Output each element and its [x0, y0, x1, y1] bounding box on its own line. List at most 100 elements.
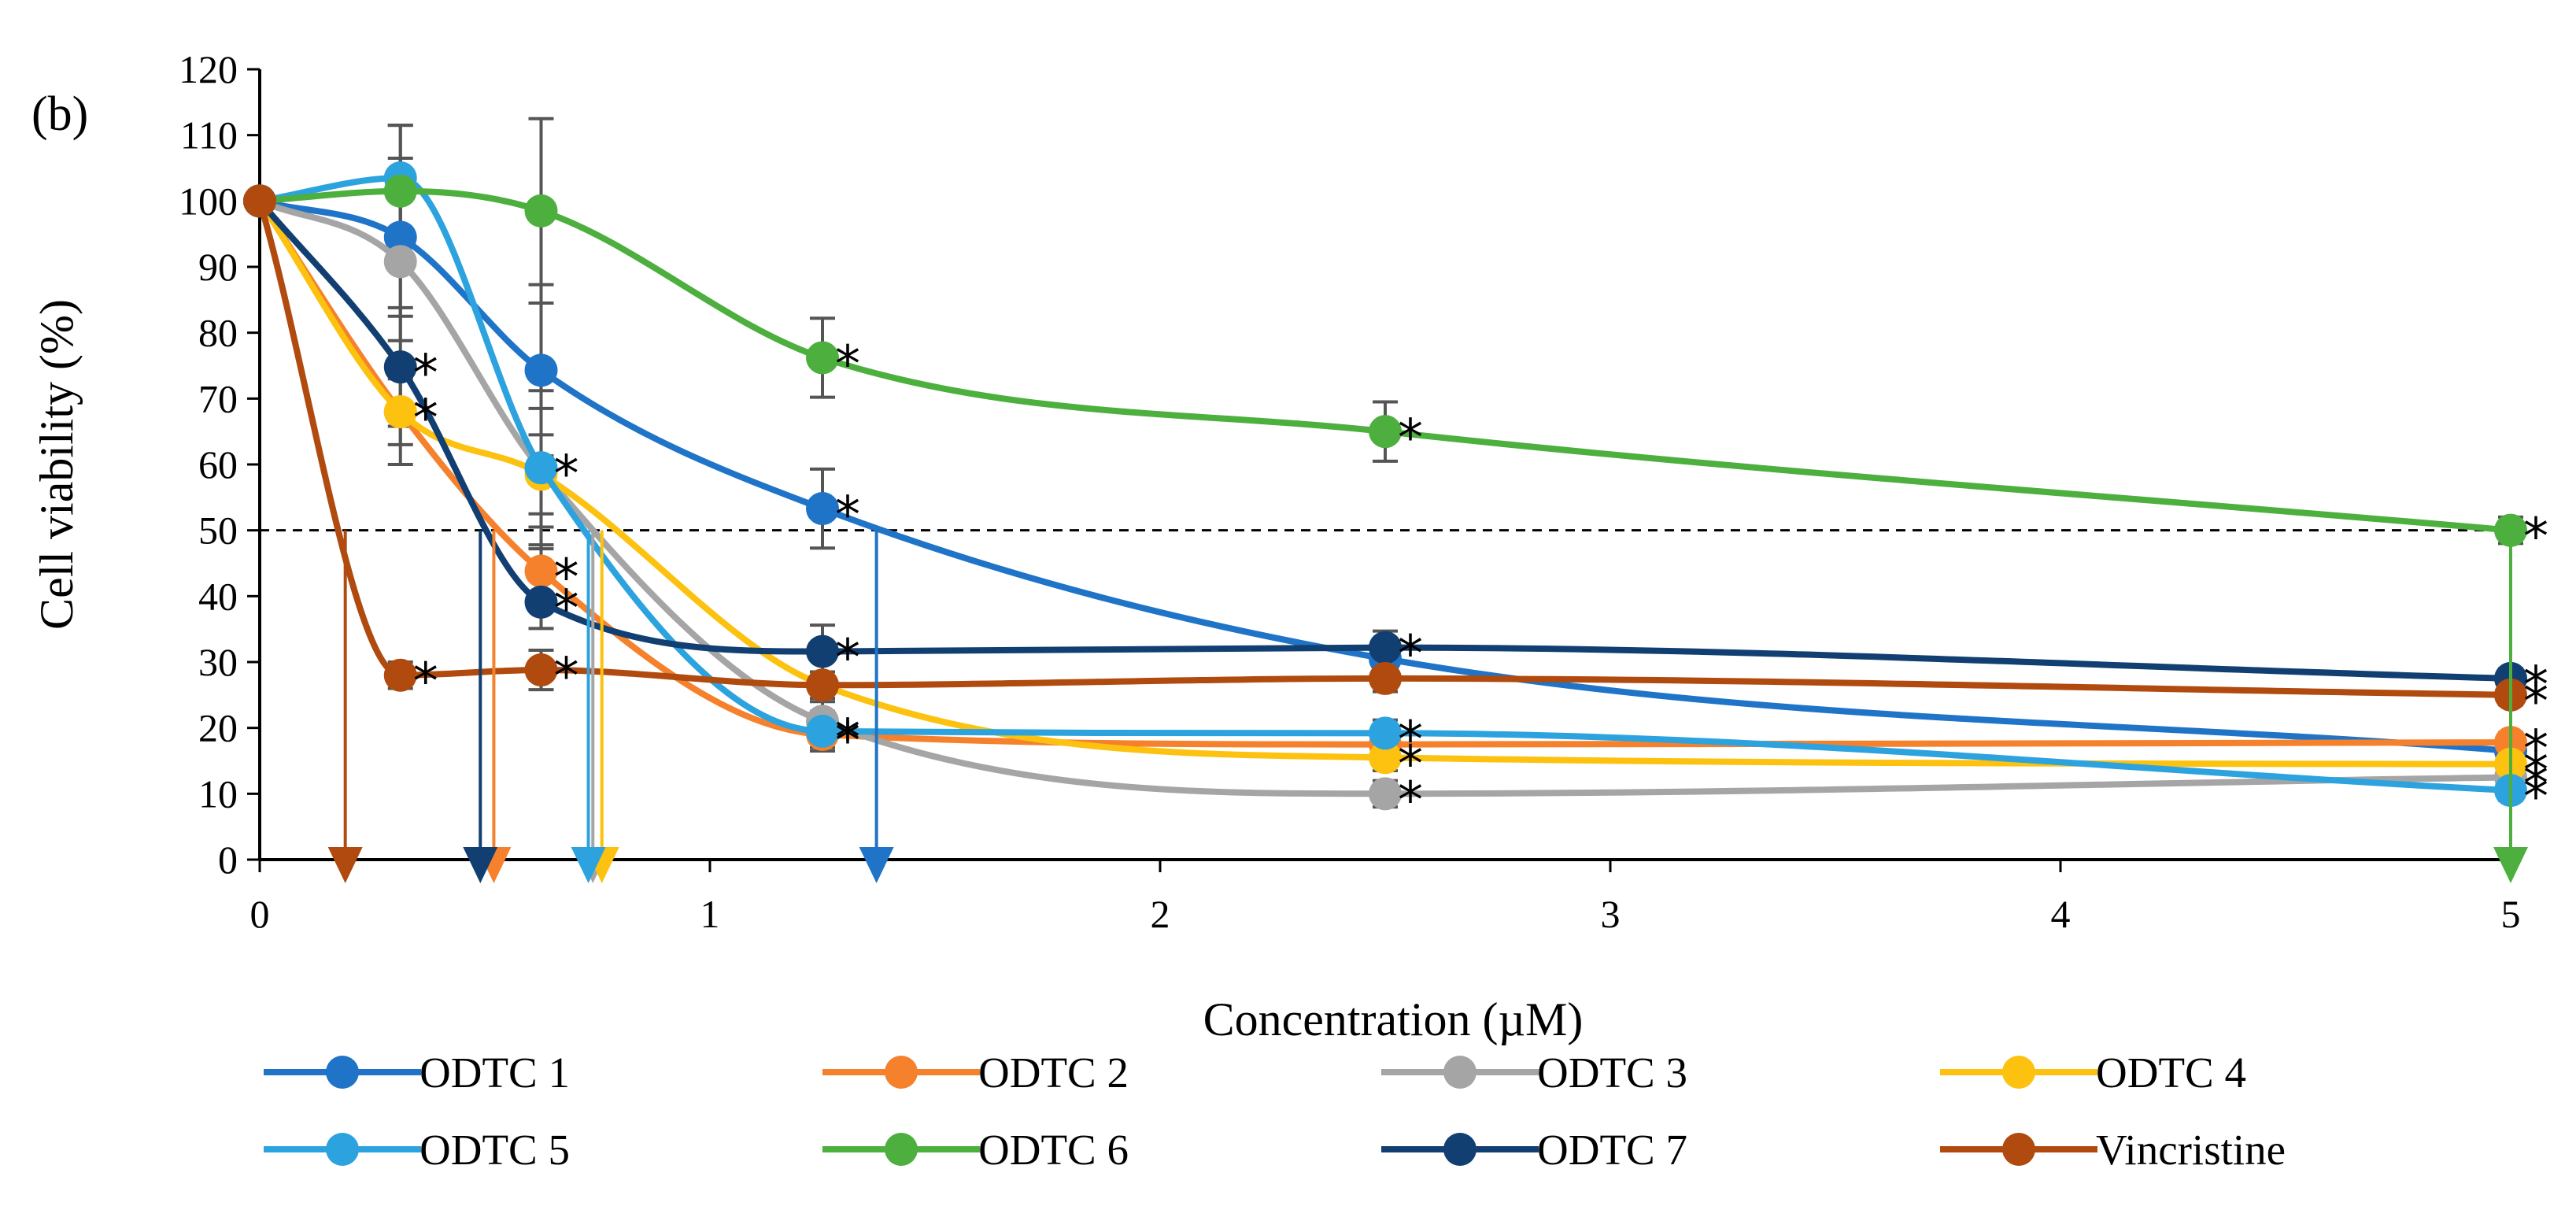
- data-point-odtc-2: [524, 554, 558, 588]
- significance-asterisk: *: [2523, 768, 2548, 827]
- legend-label: ODTC 5: [419, 1126, 570, 1174]
- y-tick-label: 60: [198, 442, 238, 486]
- data-point-odtc-7: [1369, 631, 1402, 664]
- series-line-odtc-3: [258, 198, 2511, 797]
- significance-asterisk: *: [835, 486, 860, 545]
- ic50-arrowhead-odtc-6: [2493, 847, 2528, 883]
- x-tick-label: 4: [2051, 892, 2071, 936]
- legend-item-odtc-7: ODTC 7: [1381, 1126, 1687, 1174]
- series-line-odtc-6: [259, 187, 2511, 534]
- data-point-vincristine: [243, 184, 276, 218]
- significance-asterisk: *: [835, 709, 860, 768]
- legend-item-odtc-4: ODTC 4: [1940, 1049, 2246, 1097]
- significance-asterisk: *: [2523, 720, 2548, 779]
- significance-asterisk: *: [413, 345, 438, 403]
- data-point-odtc-3: [383, 245, 417, 279]
- x-tick-label: 1: [700, 892, 720, 936]
- y-tick-label: 10: [198, 771, 238, 816]
- legend-label: ODTC 3: [1537, 1049, 1687, 1097]
- data-point-odtc-1: [806, 492, 839, 526]
- x-tick-label: 2: [1151, 892, 1170, 936]
- significance-asterisk: *: [554, 648, 579, 706]
- ic50-arrowhead-odtc-7: [463, 847, 498, 883]
- significance-asterisk: *: [2523, 673, 2548, 731]
- significance-asterisk: *: [554, 549, 579, 608]
- series-line-odtc-1: [259, 198, 2511, 754]
- ic50-arrows: [327, 530, 2528, 883]
- significance-asterisk: *: [1398, 409, 1423, 468]
- y-tick-label: 120: [179, 47, 238, 91]
- x-tick-label: 3: [1601, 892, 1621, 936]
- y-tick-label: 90: [198, 245, 238, 289]
- significance-asterisk: *: [413, 390, 438, 448]
- legend-swatch-marker: [2002, 1133, 2035, 1166]
- legend-label: Vincristine: [2096, 1126, 2286, 1174]
- legend-label: ODTC 1: [419, 1049, 570, 1097]
- data-point-odtc-6: [806, 341, 839, 375]
- legend-swatch-marker: [885, 1133, 918, 1166]
- legend-swatch-marker: [326, 1133, 359, 1166]
- significance-asterisk: *: [2523, 742, 2548, 801]
- legend-label: ODTC 2: [978, 1049, 1129, 1097]
- y-tick-label: 70: [198, 376, 238, 420]
- y-tick-label: 80: [198, 311, 238, 355]
- legend-label: ODTC 4: [2096, 1049, 2246, 1097]
- legend-swatch-marker: [1443, 1056, 1476, 1089]
- ic50-arrowhead-odtc-5: [571, 847, 606, 883]
- data-point-odtc-7: [806, 634, 839, 668]
- data-point-odtc-1: [383, 220, 417, 254]
- legend-swatch-marker: [885, 1056, 918, 1089]
- significance-asterisk: *: [1398, 711, 1423, 769]
- legend: ODTC 1 ODTC 2 ODTC 3 ODTC 4 ODTC 5 ODTC 6 ODTC…: [264, 1049, 2286, 1174]
- data-point-vincristine: [806, 668, 839, 702]
- data-point-vincristine: [524, 653, 558, 687]
- legend-item-odtc-3: ODTC 3: [1381, 1049, 1687, 1097]
- y-tick-label: 50: [198, 509, 238, 553]
- data-point-odtc-6: [383, 174, 417, 208]
- data-point-odtc-5: [806, 714, 839, 748]
- data-point-odtc-6: [524, 194, 558, 228]
- data-point-odtc-7: [383, 350, 417, 384]
- series-line-odtc-7: [257, 198, 2511, 682]
- x-tick-label: 5: [2501, 892, 2521, 936]
- data-point-odtc-1: [524, 353, 558, 387]
- data-point-odtc-5: [524, 451, 558, 485]
- y-tick-label: 110: [180, 113, 238, 157]
- significance-asterisk: *: [1398, 771, 1423, 830]
- data-point-vincristine: [1369, 661, 1402, 695]
- legend-swatch-marker: [2002, 1056, 2035, 1089]
- series-layer: [243, 161, 2527, 811]
- significance-asterisk: *: [2523, 657, 2548, 715]
- legend-item-odtc-2: ODTC 2: [822, 1049, 1129, 1097]
- y-tick-label: 40: [198, 574, 238, 618]
- significance-asterisk: *: [1398, 735, 1423, 794]
- legend-swatch-marker: [1443, 1133, 1476, 1166]
- series-line-odtc-5: [259, 175, 2511, 794]
- legend-label: ODTC 7: [1537, 1126, 1687, 1174]
- significance-asterisk: *: [413, 653, 438, 712]
- legend-item-odtc-6: ODTC 6: [822, 1126, 1129, 1174]
- significance-asterisk: *: [835, 335, 860, 394]
- y-tick-label: 0: [218, 838, 238, 882]
- ic50-arrowhead-odtc-1: [859, 847, 894, 883]
- legend-item-odtc-1: ODTC 1: [264, 1049, 570, 1097]
- significance-asterisk: *: [554, 580, 579, 638]
- significance-asterisk: *: [2523, 509, 2548, 567]
- data-point-vincristine: [383, 658, 417, 692]
- significance-markers: *** ** *** *** ******** *** * *: [413, 335, 2548, 830]
- data-point-odtc-5: [1369, 716, 1402, 750]
- x-axis-title: Concentration (µM): [1203, 993, 1584, 1045]
- data-point-odtc-4: [1369, 741, 1402, 775]
- y-tick-label: 20: [198, 706, 238, 750]
- legend-swatch-marker: [326, 1056, 359, 1089]
- x-tick-label: 0: [250, 892, 270, 936]
- significance-asterisk: *: [835, 630, 860, 688]
- significance-asterisk: *: [2523, 755, 2548, 813]
- panel-label: (b): [31, 87, 88, 141]
- data-point-odtc-7: [524, 585, 558, 619]
- significance-asterisk: *: [1398, 626, 1423, 684]
- axes-layer: 0 10 20 30 40 50 60 70 80 90 100 110 120 0 1 2 3 4 5: [179, 47, 2521, 936]
- significance-asterisk: *: [554, 446, 579, 504]
- series-line-vincristine: [257, 200, 2511, 698]
